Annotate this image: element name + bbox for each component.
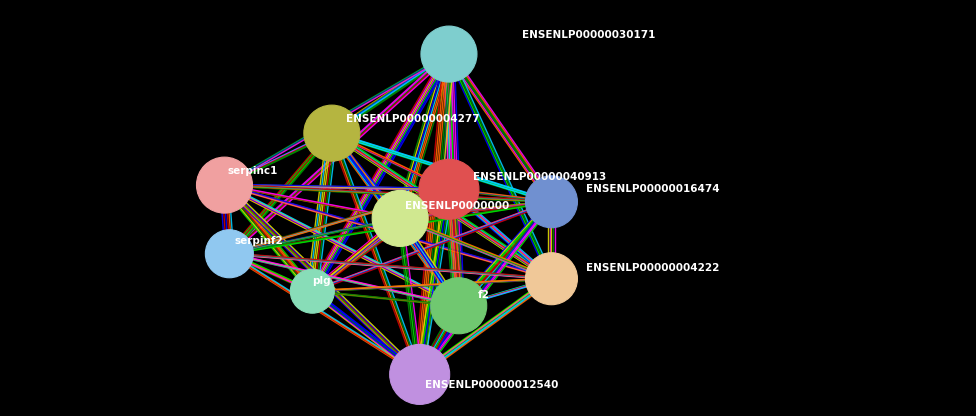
Text: f2: f2 — [478, 290, 490, 300]
Text: ENSENLP00000016474: ENSENLP00000016474 — [586, 184, 719, 194]
Ellipse shape — [389, 344, 450, 404]
Ellipse shape — [196, 157, 253, 213]
Ellipse shape — [205, 230, 254, 278]
Ellipse shape — [421, 26, 477, 82]
Ellipse shape — [304, 105, 360, 161]
Text: ENSENLP0000000: ENSENLP0000000 — [405, 201, 509, 211]
Text: plg: plg — [312, 276, 331, 286]
Text: ENSENLP00000004277: ENSENLP00000004277 — [346, 114, 480, 124]
Text: serpinf2: serpinf2 — [234, 236, 283, 246]
Ellipse shape — [430, 278, 487, 334]
Text: ENSENLP00000012540: ENSENLP00000012540 — [425, 380, 558, 390]
Ellipse shape — [419, 159, 479, 219]
Text: ENSENLP00000030171: ENSENLP00000030171 — [522, 30, 656, 40]
Text: ENSENLP00000040913: ENSENLP00000040913 — [473, 172, 607, 182]
Text: ENSENLP00000004222: ENSENLP00000004222 — [586, 263, 719, 273]
Ellipse shape — [290, 269, 335, 313]
Ellipse shape — [525, 253, 578, 305]
Ellipse shape — [372, 191, 428, 246]
Text: serpinc1: serpinc1 — [227, 166, 278, 176]
Ellipse shape — [525, 176, 578, 228]
